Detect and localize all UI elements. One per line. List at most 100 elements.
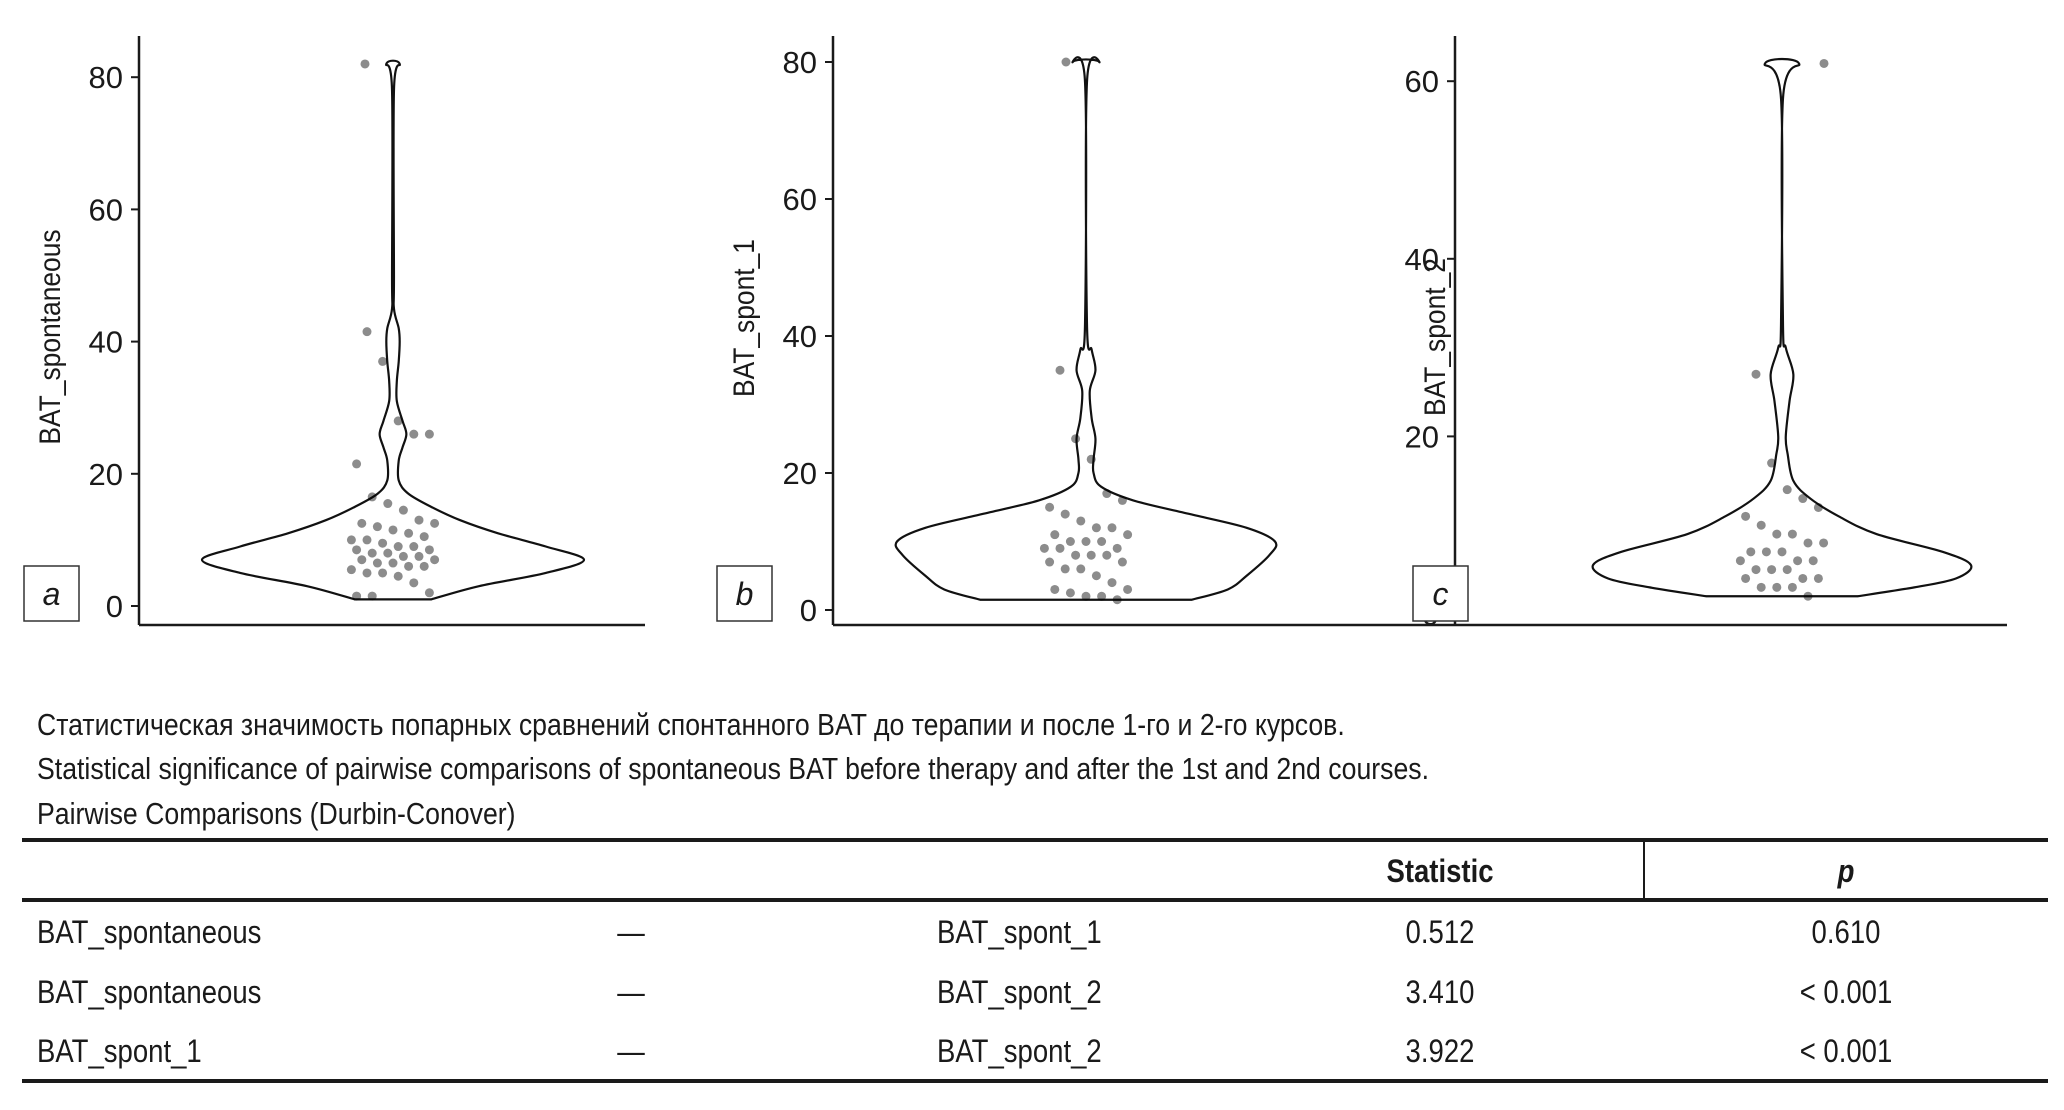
data-point (1076, 564, 1086, 574)
data-point (1065, 537, 1075, 546)
data-point (1793, 556, 1803, 566)
data-point (1055, 543, 1065, 553)
data-point (1091, 571, 1101, 581)
header-p: p (1837, 853, 1855, 889)
data-point (419, 561, 429, 571)
data-point (1772, 582, 1782, 592)
data-point (1045, 557, 1055, 567)
cell-variable-b: BAT_spont_2 (937, 1033, 1102, 1069)
cell-p: < 0.001 (1799, 1033, 1893, 1069)
caption-english: Statistical significance of pairwise com… (37, 751, 1430, 786)
data-point (1061, 57, 1071, 67)
y-tick-label: 20 (89, 457, 123, 492)
header-rule (22, 898, 2048, 902)
cell-dash: — (617, 974, 645, 1010)
data-point (1798, 573, 1808, 583)
cell-dash: — (617, 914, 645, 950)
data-point (1756, 582, 1766, 592)
data-point (1060, 509, 1070, 519)
data-point (357, 518, 367, 528)
data-point (1782, 565, 1792, 575)
table-top-rule (22, 838, 2048, 842)
data-point (1107, 523, 1117, 533)
data-point (372, 522, 382, 532)
y-tick-label: 40 (89, 325, 123, 360)
data-point (352, 459, 362, 469)
data-point (372, 558, 382, 568)
data-point (1746, 547, 1756, 557)
data-point (367, 548, 377, 558)
violin-shape (1591, 57, 1973, 598)
data-point (398, 551, 408, 561)
data-point (357, 555, 367, 565)
data-point (378, 538, 388, 548)
data-point (1045, 502, 1055, 512)
data-point (1803, 538, 1813, 548)
data-point (1741, 511, 1751, 521)
y-tick-label: 40 (783, 319, 817, 354)
cell-variable-b: BAT_spont_2 (937, 974, 1102, 1010)
data-point (1050, 584, 1060, 594)
data-point (1803, 591, 1813, 601)
data-point (1782, 485, 1792, 495)
cell-statistic: 3.922 (1405, 1033, 1475, 1069)
y-axis-label: BAT_spont_1 (726, 239, 760, 397)
violin-panel-b: 0 20 40 60 80 BAT_spont_1b (716, 36, 1455, 628)
cell-statistic: 0.512 (1405, 914, 1475, 950)
data-point (409, 578, 419, 588)
table-bottom-rule (22, 1079, 2048, 1083)
data-point (362, 568, 372, 578)
data-point (1112, 543, 1122, 553)
data-point (424, 588, 434, 598)
violin-shape (894, 56, 1278, 601)
data-point (360, 59, 370, 69)
data-point (1767, 458, 1777, 468)
data-point (1091, 523, 1101, 533)
data-point (414, 515, 424, 525)
data-point (388, 525, 398, 535)
data-point (424, 545, 434, 555)
data-point (1050, 530, 1060, 540)
data-point (352, 545, 362, 555)
data-point (409, 429, 419, 439)
panel-label: c (1433, 576, 1449, 612)
data-point (1060, 564, 1070, 574)
data-point (346, 535, 356, 545)
y-tick-label: 80 (89, 60, 123, 95)
data-point (378, 568, 388, 578)
data-point (1117, 557, 1127, 567)
data-point (1751, 565, 1761, 575)
data-point (362, 535, 372, 545)
data-point (419, 532, 429, 542)
violin-panel-c: 0204060BAT_spont_2c (1405, 36, 2007, 632)
y-tick-label: 60 (1405, 64, 1439, 99)
data-point (430, 518, 440, 528)
data-point (1798, 494, 1808, 504)
y-tick-label: 60 (783, 182, 817, 217)
data-point (1761, 547, 1771, 557)
panel-label: a (43, 576, 61, 612)
data-point (1756, 520, 1766, 530)
data-point (383, 499, 393, 509)
y-tick-label: 0 (106, 589, 123, 624)
data-point (1081, 591, 1091, 601)
data-point (1808, 556, 1818, 566)
data-point (1102, 489, 1112, 499)
data-point (398, 505, 408, 515)
data-point (1076, 516, 1086, 526)
y-tick-label: 20 (783, 456, 817, 491)
data-point (352, 591, 362, 601)
data-point (1097, 591, 1107, 601)
data-point (1123, 530, 1133, 540)
data-point (1813, 502, 1823, 512)
data-point (1123, 584, 1133, 594)
cell-statistic: 3.410 (1405, 974, 1475, 1010)
cell-variable-b: BAT_spont_1 (937, 914, 1102, 950)
panel-label: b (736, 576, 754, 612)
data-point (1117, 495, 1127, 505)
data-point (393, 571, 403, 581)
data-point (367, 591, 377, 601)
data-point (1086, 550, 1096, 560)
